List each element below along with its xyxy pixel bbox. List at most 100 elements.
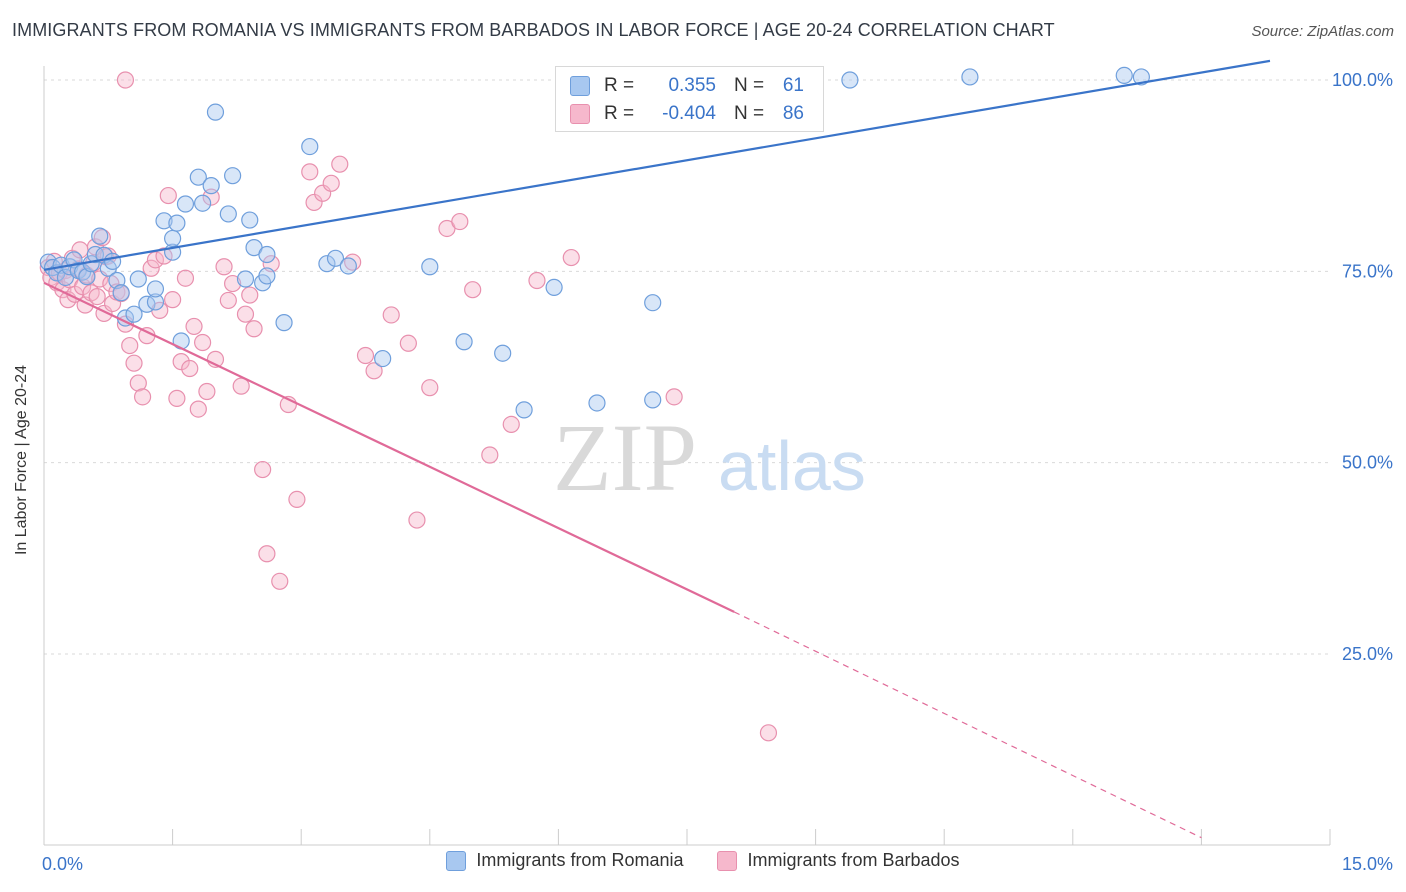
source-label: Source: ZipAtlas.com <box>1251 23 1394 40</box>
romania-point <box>236 270 255 288</box>
romania-point <box>515 401 533 419</box>
r-label: R = <box>604 103 635 124</box>
romania-point <box>301 137 319 156</box>
barbados-point <box>399 334 417 352</box>
barbados-point <box>331 155 349 173</box>
romania-point <box>588 394 606 412</box>
tick-labels: 25.0% 50.0% 75.0% 100.0% 0.0% 15.0% <box>42 70 1393 874</box>
romania-point <box>202 177 220 195</box>
legend-item-romania[interactable]: Immigrants from Romania <box>446 850 683 871</box>
y-tick-label: 50.0% <box>1342 453 1393 473</box>
romania-point <box>224 167 242 185</box>
barbados-point <box>168 389 186 407</box>
stats-swatch-barbados <box>570 104 590 124</box>
legend: Immigrants from Romania Immigrants from … <box>0 850 1406 871</box>
chart-title: IMMIGRANTS FROM ROMANIA VS IMMIGRANTS FR… <box>12 20 1055 40</box>
x-tick-label: 0.0% <box>42 854 83 874</box>
romania-point <box>961 68 979 86</box>
stats-box: R = 0.355 N = 61 R = -0.404 N = 86 <box>555 66 824 132</box>
romania-point <box>455 333 473 351</box>
barbados-point <box>198 382 216 401</box>
barbados-point <box>172 353 190 371</box>
legend-swatch-barbados <box>717 850 738 871</box>
barbados-trend-line <box>43 281 735 613</box>
barbados-point <box>142 259 160 277</box>
romania-point <box>644 391 662 409</box>
r-label: R = <box>604 75 635 96</box>
barbados-point <box>665 388 683 406</box>
romania-point <box>219 205 237 223</box>
barbados-point <box>159 186 177 205</box>
romania-point <box>206 103 225 121</box>
y-tick-label: 100.0% <box>1332 70 1393 90</box>
barbados-point <box>215 258 233 276</box>
legend-item-barbados[interactable]: Immigrants from Barbados <box>717 850 960 871</box>
romania-trend-line <box>43 59 1271 271</box>
watermark: ZIP atlas <box>553 404 866 511</box>
watermark-zip: ZIP <box>553 404 697 511</box>
romania-point <box>241 211 259 229</box>
legend-swatch-romania <box>446 850 467 871</box>
n-label: N = <box>734 103 765 124</box>
barbados-point <box>301 163 319 181</box>
y-tick-label: 75.0% <box>1342 261 1393 281</box>
stats-swatch-romania <box>570 76 590 96</box>
romania-point <box>318 255 336 273</box>
legend-label-romania: Immigrants from Romania <box>476 850 684 870</box>
barbados-point <box>224 274 242 293</box>
barbados-point <box>88 287 106 306</box>
romania-point <box>194 194 212 212</box>
axes <box>43 66 1331 846</box>
romania-point <box>125 305 143 323</box>
barbados-point <box>421 379 439 397</box>
barbados-point <box>258 545 276 563</box>
romania-point <box>78 268 96 286</box>
gridlines <box>44 79 1330 655</box>
barbados-point <box>305 193 323 212</box>
romania-point <box>146 280 165 298</box>
x-tick-label: 15.0% <box>1342 854 1393 874</box>
barbados-point <box>562 248 580 267</box>
barbados-point <box>451 212 469 231</box>
barbados-point <box>464 281 482 299</box>
barbados-point <box>219 291 237 310</box>
barbados-point <box>155 247 173 265</box>
n-value-barbados: 86 <box>782 103 804 124</box>
romania-point <box>155 212 173 230</box>
barbados-point <box>382 306 400 324</box>
barbados-point <box>271 572 289 590</box>
stats-row-romania: R = 0.355 N = 61 <box>570 73 804 99</box>
romania-point <box>421 258 439 276</box>
n-value-romania: 61 <box>782 75 804 96</box>
romania-point <box>168 214 186 232</box>
barbados-point <box>254 460 272 479</box>
y-tick-label: 25.0% <box>1342 644 1393 664</box>
barbados-point <box>236 305 255 323</box>
barbados-point <box>181 359 199 378</box>
barbados-point <box>189 400 207 418</box>
barbados-point <box>356 346 375 365</box>
barbados-point <box>245 320 263 338</box>
romania-point <box>258 245 276 264</box>
barbados-point <box>322 174 340 192</box>
barbados-point <box>133 388 152 406</box>
barbados-point <box>241 286 259 304</box>
romania-point <box>545 278 563 297</box>
romania-point <box>103 252 122 270</box>
romania-point <box>189 168 207 186</box>
barbados-point <box>288 490 306 509</box>
romania-point <box>129 270 147 288</box>
romania-point <box>339 257 357 275</box>
romania-point <box>112 284 130 302</box>
barbados-point <box>121 336 139 355</box>
barbados-point <box>365 362 383 380</box>
barbados-point <box>164 291 182 309</box>
romania-point <box>86 245 105 264</box>
romania-point <box>91 227 109 245</box>
barbados-point <box>408 511 426 529</box>
romania-point <box>644 294 662 312</box>
legend-label-barbados: Immigrants from Barbados <box>747 850 960 870</box>
romania-point <box>374 349 392 368</box>
n-label: N = <box>734 75 765 96</box>
